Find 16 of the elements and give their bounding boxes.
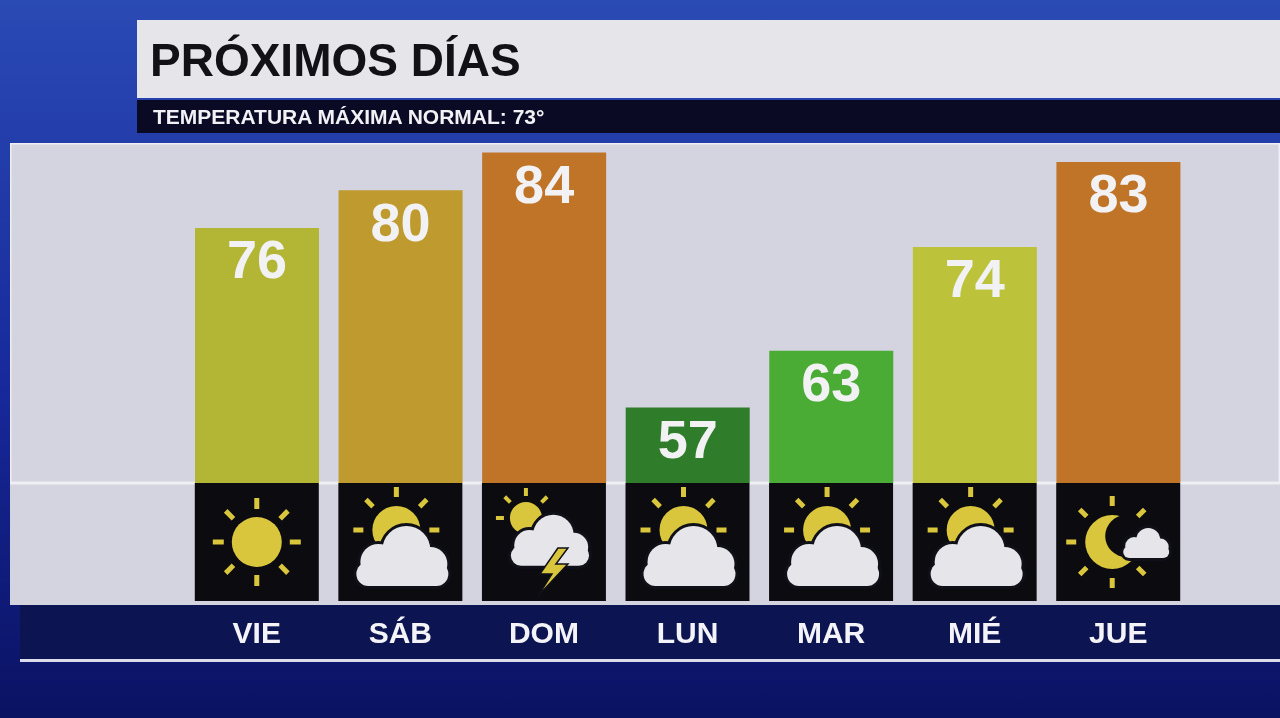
data-label: 83 xyxy=(1088,163,1149,224)
chart-subtitle: TEMPERATURA MÁXIMA NORMAL: 73° xyxy=(153,104,545,130)
data-label: 76 xyxy=(226,229,288,290)
data-label: 84 xyxy=(514,153,575,214)
x-tick-label: MAR xyxy=(796,616,866,649)
x-tick-label: SÁB xyxy=(368,616,433,649)
chart-title: PRÓXIMOS DÍAS xyxy=(150,34,521,86)
data-label: 80 xyxy=(370,191,431,252)
data-label: 57 xyxy=(657,408,718,469)
x-tick-label: LUN xyxy=(656,616,719,649)
x-tick-label: VIE xyxy=(232,616,281,649)
data-label: 63 xyxy=(801,352,862,413)
x-tick-label: JUE xyxy=(1089,616,1148,649)
x-tick-label: MIÉ xyxy=(947,616,1002,649)
x-tick-label: DOM xyxy=(508,616,579,649)
data-label: 74 xyxy=(944,248,1005,309)
